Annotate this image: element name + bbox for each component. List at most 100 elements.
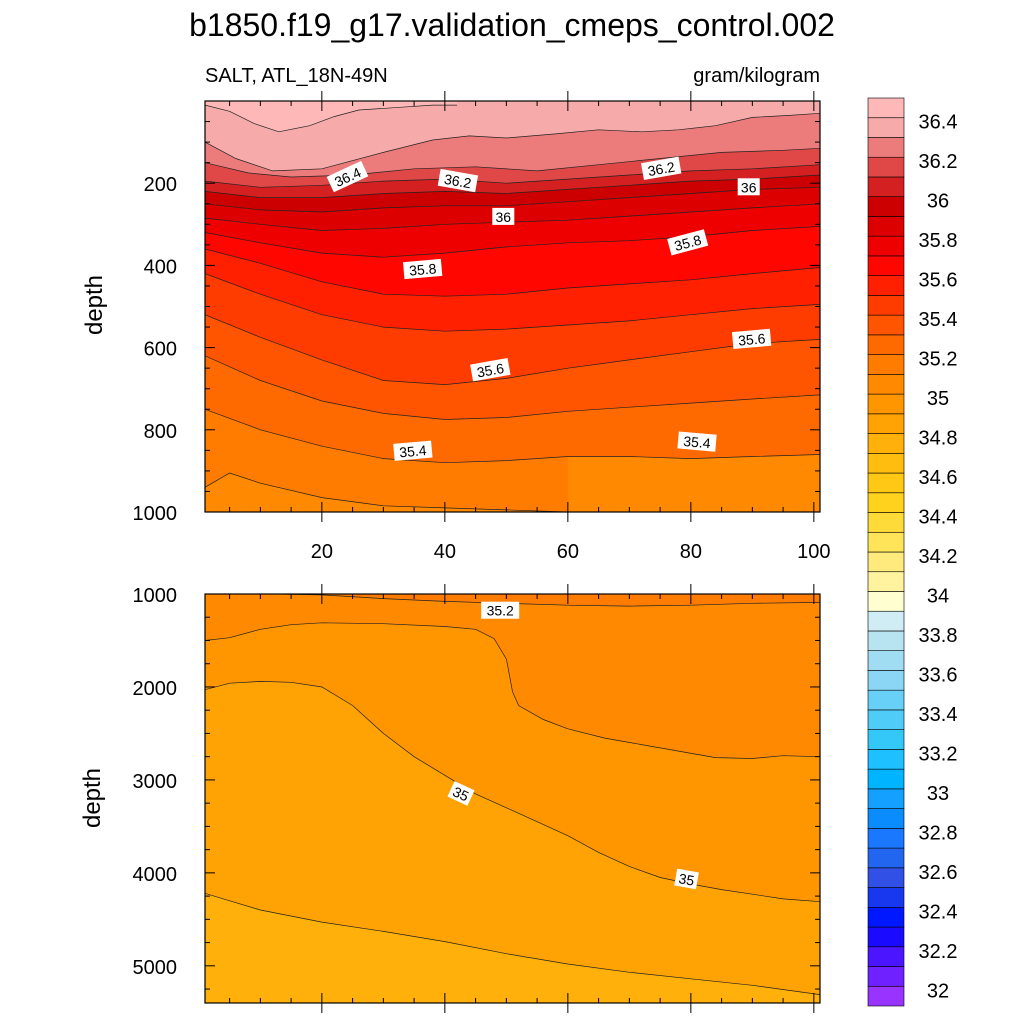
colorbar-swatch bbox=[867, 314, 905, 336]
colorbar-label: 36 bbox=[927, 191, 949, 213]
colorbar-swatch bbox=[867, 374, 905, 395]
contour-line-35.4 bbox=[205, 355, 820, 420]
colorbar-swatch bbox=[867, 334, 905, 355]
colorbar-label: 34.2 bbox=[919, 546, 958, 568]
upper-depth-axis-label: depth bbox=[81, 275, 108, 335]
upper-x-axis: 20 40 60 80 100 bbox=[229, 91, 831, 563]
colorbar-label: 33.2 bbox=[919, 743, 958, 765]
svg-text:35.4: 35.4 bbox=[399, 442, 428, 460]
contour-line-36.2 bbox=[205, 164, 820, 188]
contour-label: 35 bbox=[674, 868, 699, 890]
contour-line-36 bbox=[205, 186, 820, 213]
contour-line-35.7 bbox=[205, 248, 820, 297]
colorbar-label: 36.2 bbox=[919, 151, 958, 173]
contour-label: 35.6 bbox=[731, 328, 772, 350]
colorbar-label: 35.2 bbox=[919, 349, 958, 371]
colorbar-swatch bbox=[867, 216, 905, 237]
colorbar-label: 32 bbox=[927, 980, 949, 1002]
colorbar-label: 32.4 bbox=[919, 901, 958, 923]
colorbar-label: 33.4 bbox=[919, 704, 958, 726]
colorbar-swatch bbox=[867, 472, 905, 494]
upper-y-axis: 200 400 600 800 1000 bbox=[133, 100, 820, 525]
contour-label: 35.2 bbox=[481, 601, 520, 619]
y-tick-label: 3000 bbox=[133, 771, 178, 793]
colorbar: 32 32.2 32.4 32.6 32.8 33 33.2 33.4 33.6 33.8 34 34… bbox=[867, 97, 958, 1007]
contour-line-36.3 bbox=[205, 147, 820, 178]
svg-text:36.2: 36.2 bbox=[646, 159, 676, 180]
contour-line-35.3 bbox=[205, 408, 820, 464]
svg-text:35.8: 35.8 bbox=[673, 231, 704, 254]
colorbar-swatch bbox=[867, 906, 905, 928]
x-tick-label: 40 bbox=[434, 541, 456, 563]
colorbar-swatch bbox=[867, 946, 905, 967]
contour-label: 36.2 bbox=[437, 168, 479, 193]
y-tick-label: 400 bbox=[144, 256, 177, 278]
colorbar-swatch bbox=[867, 847, 905, 869]
colorbar-swatch bbox=[867, 610, 905, 632]
svg-text:35: 35 bbox=[450, 783, 471, 804]
colorbar-label: 33.8 bbox=[919, 625, 958, 647]
colorbar-swatch bbox=[867, 354, 905, 375]
contour-label: 36.2 bbox=[641, 156, 682, 180]
colorbar-swatch bbox=[867, 887, 905, 908]
x-tick-label: 20 bbox=[311, 541, 333, 563]
svg-text:35.8: 35.8 bbox=[408, 260, 437, 278]
lower-depth-axis-label: depth bbox=[79, 768, 106, 828]
contour-line-35.1 bbox=[205, 622, 820, 759]
x-tick-label: 80 bbox=[680, 541, 702, 563]
colorbar-swatch bbox=[867, 985, 905, 1007]
colorbar-label: 33.6 bbox=[919, 664, 958, 686]
lower-panel: 35.2 35 35 1000 2000 3000 4000 5000 bbox=[133, 584, 821, 1013]
y-tick-label: 2000 bbox=[133, 678, 178, 700]
contour-line-36.1 bbox=[205, 174, 820, 198]
units-label: gram/kilogram bbox=[693, 65, 820, 87]
colorbar-swatch bbox=[867, 709, 905, 730]
svg-text:35.4: 35.4 bbox=[683, 433, 712, 451]
svg-text:36: 36 bbox=[741, 179, 757, 195]
colorbar-label: 34 bbox=[927, 586, 949, 608]
colorbar-swatch bbox=[867, 749, 905, 770]
y-tick-label: 5000 bbox=[133, 957, 178, 979]
colorbar-label: 34.8 bbox=[919, 428, 958, 450]
colorbar-swatch bbox=[867, 393, 905, 415]
colorbar-swatch bbox=[867, 156, 905, 178]
colorbar-label: 35.4 bbox=[919, 309, 958, 331]
colorbar-label: 32.8 bbox=[919, 822, 958, 844]
colorbar-swatch bbox=[867, 689, 905, 711]
colorbar-swatch bbox=[867, 630, 905, 652]
contour-label: 35.8 bbox=[402, 258, 443, 280]
svg-text:35.6: 35.6 bbox=[737, 330, 766, 348]
contour-label: 36 bbox=[737, 178, 760, 196]
colorbar-swatch bbox=[867, 591, 905, 612]
contour-band-35.1 bbox=[205, 594, 820, 759]
y-tick-label: 1000 bbox=[133, 503, 178, 525]
contour-line-35.8 bbox=[205, 226, 820, 258]
colorbar-swatch bbox=[867, 926, 905, 948]
x-tick-label: 60 bbox=[557, 541, 579, 563]
colorbar-swatch bbox=[867, 768, 905, 790]
colorbar-swatch bbox=[867, 295, 905, 316]
y-tick-label: 200 bbox=[144, 174, 177, 196]
colorbar-swatch bbox=[867, 512, 905, 533]
colorbar-label: 34.4 bbox=[919, 507, 958, 529]
contour-label: 36 bbox=[492, 207, 515, 225]
lower-plot-frame bbox=[204, 593, 821, 1004]
contour-band-36.4 bbox=[205, 101, 820, 171]
y-tick-label: 4000 bbox=[133, 864, 178, 886]
colorbar-swatch bbox=[867, 196, 905, 217]
lower-x-axis bbox=[229, 584, 815, 1013]
colorbar-label: 32.6 bbox=[919, 862, 958, 884]
contour-line-36.4 bbox=[205, 112, 820, 172]
lower-y-axis: 1000 2000 3000 4000 5000 bbox=[133, 585, 820, 990]
colorbar-swatch bbox=[867, 650, 905, 671]
colorbar-swatch bbox=[867, 275, 905, 296]
svg-text:36.2: 36.2 bbox=[443, 171, 473, 192]
colorbar-swatch bbox=[867, 729, 905, 750]
svg-text:35.6: 35.6 bbox=[476, 360, 506, 381]
colorbar-swatch bbox=[867, 867, 905, 888]
colorbar-swatch bbox=[867, 670, 905, 691]
svg-text:35.2: 35.2 bbox=[487, 603, 514, 619]
